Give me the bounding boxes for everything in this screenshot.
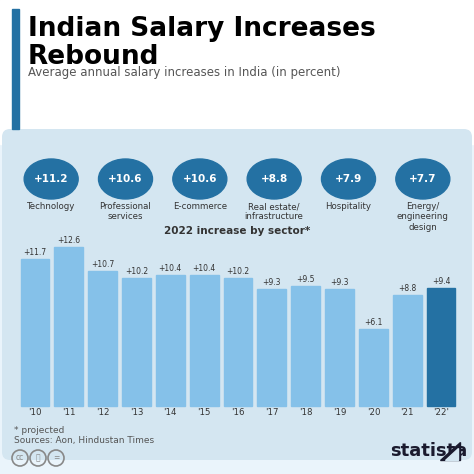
Text: +10.4: +10.4 [159, 264, 182, 273]
Text: Real estate/
infrastructure: Real estate/ infrastructure [245, 202, 304, 221]
Text: '15: '15 [197, 408, 211, 417]
Text: +8.8: +8.8 [261, 174, 288, 184]
Polygon shape [445, 448, 458, 460]
Bar [122, 278, 151, 406]
Text: * projected: * projected [14, 426, 64, 435]
Text: +7.9: +7.9 [335, 174, 362, 184]
Text: Average annual salary increases in India (in percent): Average annual salary increases in India… [28, 66, 340, 79]
Bar [0, 0, 474, 144]
Text: '18: '18 [299, 408, 312, 417]
Text: '10: '10 [28, 408, 42, 417]
Text: =: = [53, 454, 59, 463]
Text: +10.2: +10.2 [227, 266, 250, 275]
Text: Technology: Technology [27, 202, 75, 211]
Bar [427, 288, 456, 406]
Text: Energy/
engineering
design: Energy/ engineering design [397, 202, 449, 232]
Text: '11: '11 [62, 408, 75, 417]
Text: cc: cc [16, 454, 24, 463]
FancyBboxPatch shape [2, 129, 472, 460]
Bar [55, 247, 83, 406]
Polygon shape [440, 442, 460, 460]
Bar [12, 9, 19, 129]
Text: Hospitality: Hospitality [326, 202, 372, 211]
Text: +10.2: +10.2 [125, 266, 148, 275]
Text: E-commerce: E-commerce [173, 202, 227, 211]
Text: ⓘ: ⓘ [36, 454, 40, 463]
Text: 2022 increase by sector*: 2022 increase by sector* [164, 226, 310, 236]
Text: '12: '12 [96, 408, 109, 417]
Text: +10.4: +10.4 [192, 264, 216, 273]
Bar [224, 278, 252, 406]
Bar [393, 295, 421, 406]
Text: +7.7: +7.7 [409, 174, 437, 184]
Ellipse shape [247, 159, 301, 199]
Text: +10.6: +10.6 [108, 174, 143, 184]
Ellipse shape [173, 159, 227, 199]
Bar [190, 275, 219, 406]
Text: +6.1: +6.1 [364, 318, 383, 327]
Text: Rebound: Rebound [28, 44, 159, 70]
Text: +9.3: +9.3 [263, 278, 281, 287]
Bar [88, 271, 117, 406]
Text: '22': '22' [433, 408, 449, 417]
Bar [156, 275, 185, 406]
Text: '17: '17 [265, 408, 279, 417]
Text: +9.4: +9.4 [432, 277, 450, 286]
Bar [292, 286, 320, 406]
Text: '13: '13 [130, 408, 143, 417]
Text: +11.2: +11.2 [34, 174, 68, 184]
Text: +10.7: +10.7 [91, 260, 114, 269]
Ellipse shape [321, 159, 375, 199]
Text: +9.3: +9.3 [330, 278, 349, 287]
Ellipse shape [99, 159, 153, 199]
Text: Indian Salary Increases: Indian Salary Increases [28, 16, 376, 42]
Text: '21: '21 [401, 408, 414, 417]
Text: +9.5: +9.5 [296, 275, 315, 284]
Text: Professional
services: Professional services [100, 202, 151, 221]
Ellipse shape [24, 159, 78, 199]
Text: '14: '14 [164, 408, 177, 417]
Text: '20: '20 [366, 408, 380, 417]
Ellipse shape [396, 159, 450, 199]
Text: Sources: Aon, Hindustan Times: Sources: Aon, Hindustan Times [14, 436, 154, 445]
Text: +10.6: +10.6 [182, 174, 217, 184]
Text: +11.7: +11.7 [23, 248, 46, 256]
Bar [20, 259, 49, 406]
Bar [325, 289, 354, 406]
Bar [359, 329, 388, 406]
Text: '19: '19 [333, 408, 346, 417]
Text: +8.8: +8.8 [398, 284, 416, 293]
Bar [257, 289, 286, 406]
Text: statista: statista [390, 442, 467, 460]
Text: '16: '16 [231, 408, 245, 417]
Text: +12.6: +12.6 [57, 237, 80, 246]
